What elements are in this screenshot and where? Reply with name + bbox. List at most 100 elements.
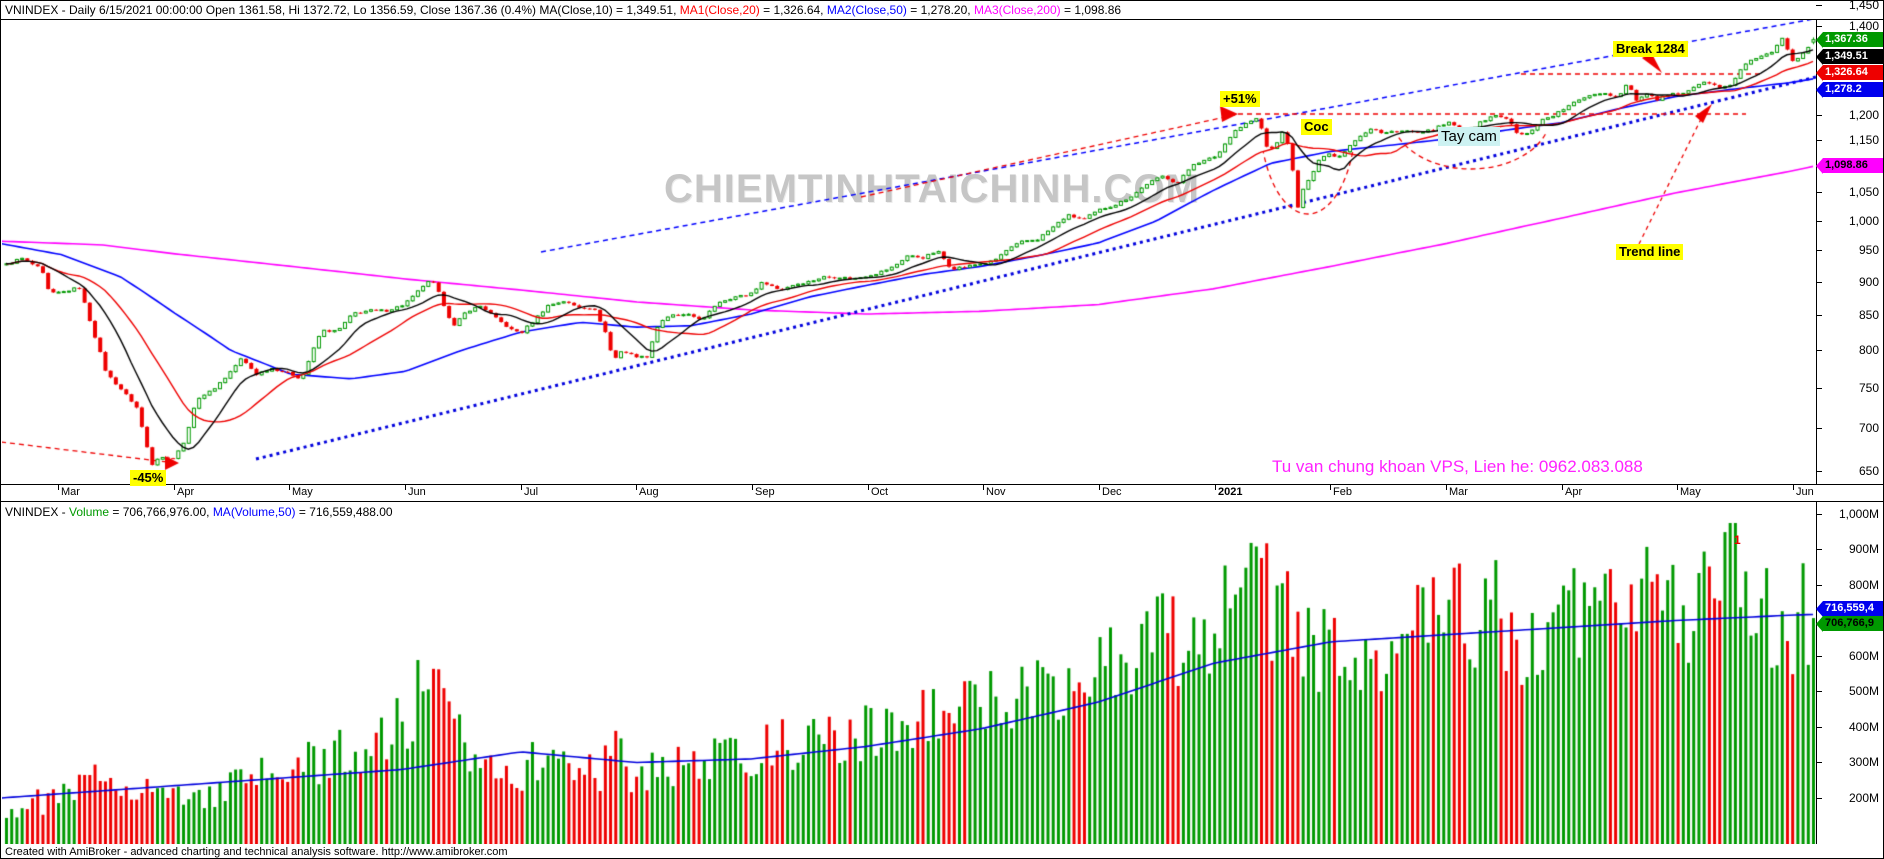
- title-segment: VNINDEX - Daily 6/15/2021 00:00:00 Open …: [5, 3, 680, 17]
- title-segment: MA2(Close,50): [826, 3, 907, 17]
- x-axis-strip: Mar Apr May Jun Jul Aug Sep Oct Nov Dec 2021 Feb Mar…: [1, 485, 1883, 501]
- y-axis-tick: [1816, 26, 1822, 27]
- annotation-plus51[interactable]: +51%: [1220, 91, 1260, 107]
- y-axis-tick: [1816, 762, 1822, 763]
- annotation-tay-cam[interactable]: Tay cam: [1438, 127, 1500, 146]
- last-value-flag: 716,559,4: [1823, 601, 1883, 616]
- y-axis-tick: [1816, 585, 1822, 586]
- y-axis-tick: [1816, 691, 1822, 692]
- x-axis-tick: [983, 485, 984, 490]
- volume-title-segment: = 716,559,488.00: [295, 505, 393, 519]
- x-axis-tick: [1793, 485, 1794, 490]
- volume-title-segment: Volume: [69, 505, 110, 519]
- volume-spike-label: 1: [1734, 533, 1741, 547]
- y-axis-tick: [1816, 428, 1822, 429]
- y-axis-label: 400M: [1848, 720, 1879, 734]
- y-axis-label: 800M: [1848, 578, 1879, 592]
- y-axis-label: 600M: [1848, 649, 1879, 663]
- x-axis-month-label: Jun: [408, 486, 426, 498]
- y-axis-label: 1,000M: [1838, 507, 1879, 521]
- y-axis-tick: [1816, 5, 1822, 6]
- x-axis-month-label: Feb: [1333, 486, 1352, 498]
- y-axis-tick: [1816, 350, 1822, 351]
- last-value-flag: 1,098.86: [1823, 158, 1883, 173]
- y-axis-label: 1,450: [1848, 0, 1879, 12]
- x-axis-month-label: Apr: [177, 486, 195, 498]
- x-axis-month-label: Jun: [1796, 486, 1814, 498]
- y-axis-tick: [1816, 221, 1822, 222]
- y-axis-label: 1,200: [1848, 108, 1879, 122]
- y-axis-tick: [1816, 192, 1822, 193]
- y-axis-label: 1,050: [1848, 185, 1879, 199]
- x-axis-month-label: Nov: [986, 486, 1006, 498]
- y-axis-tick: [1816, 140, 1822, 141]
- last-value-flag: 706,766,9: [1823, 616, 1883, 631]
- y-axis-tick: [1816, 727, 1822, 728]
- contact-text: Tu van chung khoan VPS, Lien he: 0962.08…: [1272, 457, 1643, 476]
- flag-arrow-tip: [1816, 158, 1823, 174]
- x-axis-tick: [636, 485, 637, 490]
- x-axis-month-label: Oct: [871, 486, 889, 498]
- annotation-trend-line[interactable]: Trend line: [1616, 244, 1684, 260]
- y-axis-tick: [1816, 798, 1822, 799]
- price-pane-bottom-border: [1, 484, 1883, 485]
- y-axis-label: 850: [1858, 308, 1879, 322]
- x-axis-tick: [1330, 485, 1331, 490]
- y-axis-tick: [1816, 656, 1822, 657]
- last-value-flag: 1,278.2: [1823, 82, 1883, 97]
- volume-title-segment: VNINDEX -: [5, 505, 70, 519]
- title-segment: = 1,278.20,: [906, 3, 974, 17]
- volume-chart-canvas[interactable]: [2, 521, 1816, 844]
- x-axis-tick: [521, 485, 522, 490]
- y-axis-label: 500M: [1848, 684, 1879, 698]
- y-axis-tick: [1816, 471, 1822, 472]
- x-axis-tick: [405, 485, 406, 490]
- volume-title-segment: MA(Volume,50): [212, 505, 296, 519]
- flag-arrow-tip: [1816, 82, 1823, 98]
- y-axis-tick: [1816, 115, 1822, 116]
- y-axis-label: 750: [1858, 381, 1879, 395]
- x-axis-tick: [1562, 485, 1563, 490]
- y-axis-label: 950: [1858, 243, 1879, 257]
- x-axis-tick: [1099, 485, 1100, 490]
- y-axis-label: 300M: [1848, 755, 1879, 769]
- title-divider: [1, 19, 1883, 20]
- y-axis-label: 1,150: [1848, 133, 1879, 147]
- y-axis-tick: [1816, 549, 1822, 550]
- y-axis-line: [1816, 20, 1817, 844]
- y-axis-label: 1,000: [1848, 214, 1879, 228]
- y-axis-label: 800: [1858, 343, 1879, 357]
- x-axis-month-label: 2021: [1218, 486, 1243, 498]
- flag-arrow-tip: [1816, 49, 1823, 65]
- y-axis-label: 1,400: [1848, 19, 1879, 33]
- title-segment: = 1,098.86: [1060, 3, 1122, 17]
- x-axis-month-label: May: [1680, 486, 1701, 498]
- title-segment: = 1,326.64,: [759, 3, 827, 17]
- y-axis-tick: [1816, 315, 1822, 316]
- volume-pane-title: VNINDEX - Volume = 706,766,976.00, MA(Vo…: [5, 505, 393, 519]
- y-axis-label: 700: [1858, 421, 1879, 435]
- y-axis-label: 900: [1858, 275, 1879, 289]
- price-chart-canvas[interactable]: [2, 20, 1816, 484]
- x-axis-tick: [289, 485, 290, 490]
- title-segment: MA3(Close,200): [973, 3, 1061, 17]
- annotation-minus45[interactable]: -45%: [130, 470, 167, 486]
- flag-arrow-tip: [1816, 32, 1823, 48]
- price-pane-title: VNINDEX - Daily 6/15/2021 00:00:00 Open …: [5, 3, 1121, 18]
- annotation-coc[interactable]: Coc: [1301, 119, 1332, 135]
- x-axis-bottom-border: [1, 501, 1883, 502]
- x-axis-month-label: Mar: [61, 486, 80, 498]
- annotation-break-1284[interactable]: Break 1284: [1613, 41, 1688, 57]
- x-axis-tick: [1677, 485, 1678, 490]
- last-value-flag: 1,326.64: [1823, 65, 1883, 80]
- flag-arrow-tip: [1816, 65, 1823, 81]
- y-axis-tick: [1816, 282, 1822, 283]
- flag-arrow-tip: [1816, 601, 1823, 617]
- x-axis-month-label: Aug: [639, 486, 659, 498]
- x-axis-tick: [58, 485, 59, 490]
- x-axis-month-label: Sep: [755, 486, 775, 498]
- last-value-flag: 1,349.51: [1823, 49, 1883, 64]
- x-axis-month-label: Apr: [1565, 486, 1583, 498]
- x-axis-month-label: Dec: [1102, 486, 1122, 498]
